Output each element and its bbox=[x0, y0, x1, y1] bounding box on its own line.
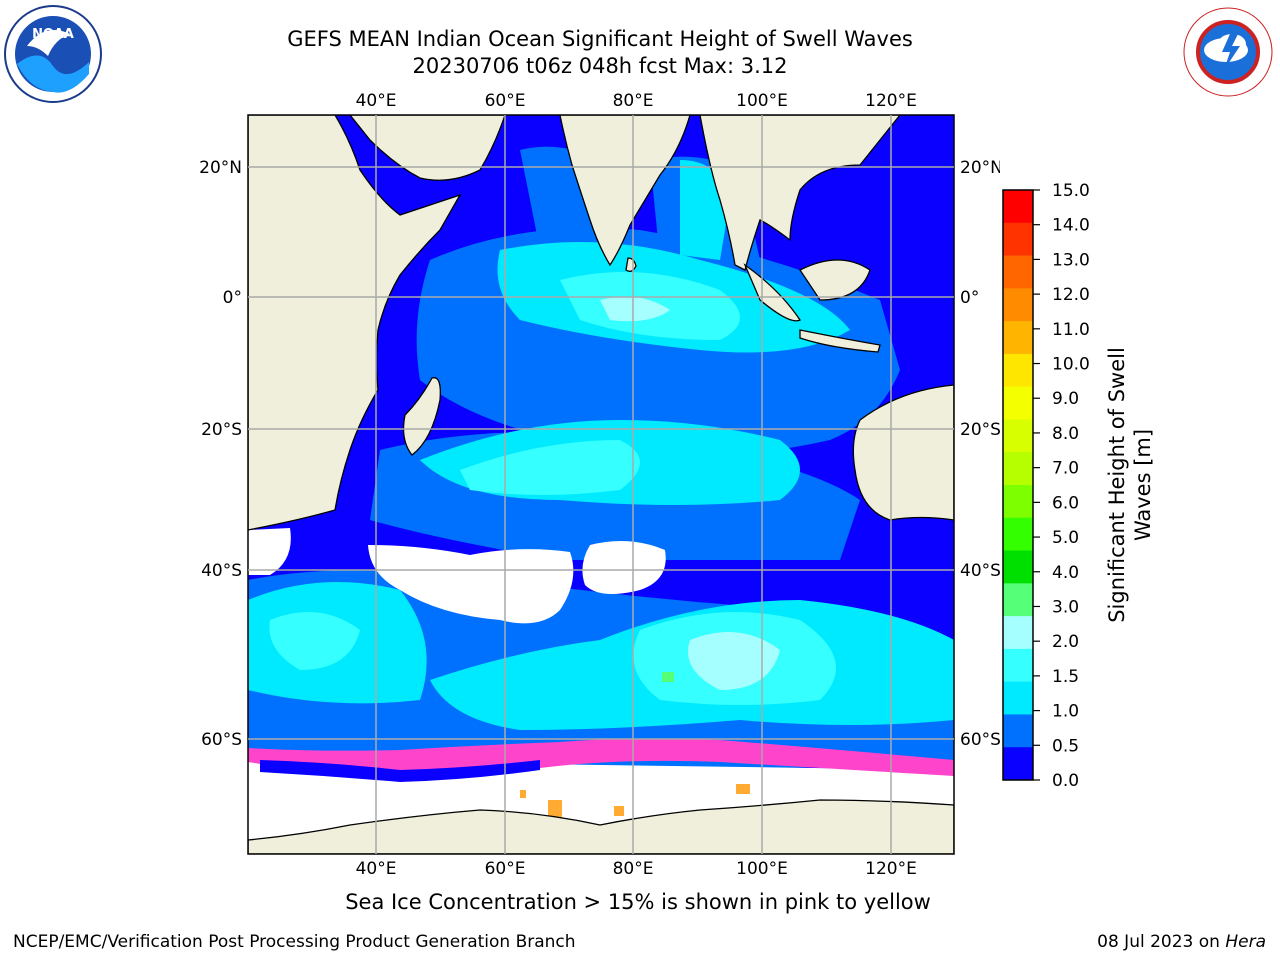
colorbar-tick-label: 0.5 bbox=[1052, 736, 1079, 756]
svg-text:NOAA: NOAA bbox=[32, 27, 74, 42]
lat-label: 0° bbox=[960, 288, 979, 308]
colorbar-swatch bbox=[1003, 452, 1033, 486]
lat-label: 60°S bbox=[201, 730, 242, 750]
colorbar-swatch bbox=[1003, 681, 1033, 715]
footer-date: 08 Jul 2023 on Hera bbox=[1097, 932, 1266, 952]
lat-label: 20°S bbox=[201, 420, 242, 440]
colorbar-swatch bbox=[1003, 714, 1033, 748]
sea-ice-gap bbox=[260, 760, 540, 782]
colorbar-swatch bbox=[1003, 485, 1033, 519]
lon-label: 60°E bbox=[485, 859, 526, 879]
colorbar-swatch bbox=[1003, 222, 1033, 257]
colorbar-tick-label: 10.0 bbox=[1052, 355, 1090, 375]
colorbar-tick-label: 13.0 bbox=[1052, 250, 1090, 270]
lat-labels-left: 20°N 0° 20°S 40°S 60°S bbox=[199, 158, 242, 750]
lat-labels-right: 20°N 0° 20°S 40°S 60°S bbox=[960, 158, 1000, 750]
colorbar-tick-label: 6.0 bbox=[1052, 493, 1079, 513]
nws-logo bbox=[1182, 6, 1274, 98]
lat-label: 60°S bbox=[960, 730, 1000, 750]
lon-label: 100°E bbox=[736, 91, 788, 111]
colorbar-swatch bbox=[1003, 288, 1033, 322]
land-masses bbox=[248, 115, 954, 854]
lat-label: 40°S bbox=[960, 561, 1000, 581]
colorbar-tick-label: 1.0 bbox=[1052, 702, 1079, 722]
map-frame bbox=[247, 114, 955, 855]
colorbar-label: Significant Height of Swell Waves [m] bbox=[1105, 347, 1155, 623]
colorbar-tick-label: 15.0 bbox=[1052, 181, 1090, 201]
sea-ice-patches bbox=[520, 784, 750, 818]
lat-label: 40°S bbox=[201, 561, 242, 581]
colorbar-tick-label: 7.0 bbox=[1052, 459, 1079, 479]
lon-label: 60°E bbox=[485, 91, 526, 111]
lon-label: 100°E bbox=[736, 859, 788, 879]
lon-label: 40°E bbox=[356, 859, 397, 879]
colorbar-tick-label: 1.5 bbox=[1052, 667, 1079, 687]
title-line-2: 20230706 t06z 048h fcst Max: 3.12 bbox=[412, 54, 788, 78]
colorbar-swatch bbox=[1003, 648, 1033, 683]
colorbar-swatch bbox=[1003, 190, 1033, 224]
graticule bbox=[248, 115, 954, 854]
lon-label: 120°E bbox=[865, 91, 917, 111]
colorbar-ticks: 15.0 14.0 13.0 12.0 11.0 10.0 9.0 8.0 7.0 6.0 5.0 4… bbox=[1033, 181, 1090, 791]
colorbar-swatch bbox=[1003, 255, 1033, 289]
colorbar-swatch bbox=[1003, 386, 1033, 420]
lat-label: 20°S bbox=[960, 420, 1000, 440]
colorbar-swatches bbox=[1003, 190, 1033, 781]
colorbar-tick-label: 2.0 bbox=[1052, 632, 1079, 652]
lon-label: 80°E bbox=[613, 91, 654, 111]
lat-label: 20°N bbox=[960, 158, 1000, 178]
colorbar-swatch bbox=[1003, 321, 1033, 355]
colorbar-swatch bbox=[1003, 419, 1033, 453]
lon-label: 40°E bbox=[356, 91, 397, 111]
colorbar-swatch bbox=[1003, 616, 1033, 650]
colorbar-swatch bbox=[1003, 353, 1033, 388]
colorbar-tick-label: 14.0 bbox=[1052, 216, 1090, 236]
footer-credit: NCEP/EMC/Verification Post Processing Pr… bbox=[13, 932, 576, 952]
footer-machine: Hera bbox=[1225, 932, 1266, 952]
colorbar-tick-label: 9.0 bbox=[1052, 389, 1079, 409]
sea-ice-caption: Sea Ice Concentration > 15% is shown in … bbox=[345, 890, 931, 914]
chart-title: GEFS MEAN Indian Ocean Significant Heigh… bbox=[200, 26, 1000, 80]
colorbar-swatch bbox=[1003, 747, 1033, 781]
map-panel: 40°E 60°E 80°E 100°E 120°E 40°E 60°E 80°… bbox=[199, 91, 1000, 879]
lon-labels-bottom: 40°E 60°E 80°E 100°E 120°E bbox=[356, 859, 917, 879]
noaa-logo: NOAA bbox=[4, 5, 102, 103]
colorbar-label-line-1: Significant Height of Swell bbox=[1105, 347, 1129, 623]
colorbar-tick-label: 3.0 bbox=[1052, 597, 1079, 617]
colorbar-tick-label: 4.0 bbox=[1052, 563, 1079, 583]
title-line-1: GEFS MEAN Indian Ocean Significant Heigh… bbox=[287, 27, 913, 51]
lat-label: 20°N bbox=[199, 158, 242, 178]
swell-max-patch bbox=[662, 672, 674, 682]
colorbar-tick-label: 12.0 bbox=[1052, 285, 1090, 305]
lon-label: 80°E bbox=[613, 859, 654, 879]
colorbar-swatch bbox=[1003, 583, 1033, 617]
colorbar-swatch bbox=[1003, 517, 1033, 552]
lon-labels-top: 40°E 60°E 80°E 100°E 120°E bbox=[356, 91, 917, 111]
colorbar: 15.0 14.0 13.0 12.0 11.0 10.0 9.0 8.0 7.0 6.0 5.0 4… bbox=[1002, 181, 1155, 791]
colorbar-tick-label: 0.0 bbox=[1052, 771, 1079, 791]
colorbar-tick-label: 11.0 bbox=[1052, 320, 1090, 340]
colorbar-tick-label: 8.0 bbox=[1052, 424, 1079, 444]
lon-label: 120°E bbox=[865, 859, 917, 879]
colorbar-swatch bbox=[1003, 550, 1033, 584]
footer-date-text: 08 Jul 2023 on bbox=[1097, 932, 1226, 952]
lat-label: 0° bbox=[223, 288, 242, 308]
colorbar-frame bbox=[1002, 189, 1034, 781]
swell-band-2.0-3.0 bbox=[600, 296, 780, 690]
colorbar-label-line-2: Waves [m] bbox=[1131, 429, 1155, 541]
colorbar-tick-label: 5.0 bbox=[1052, 528, 1079, 548]
